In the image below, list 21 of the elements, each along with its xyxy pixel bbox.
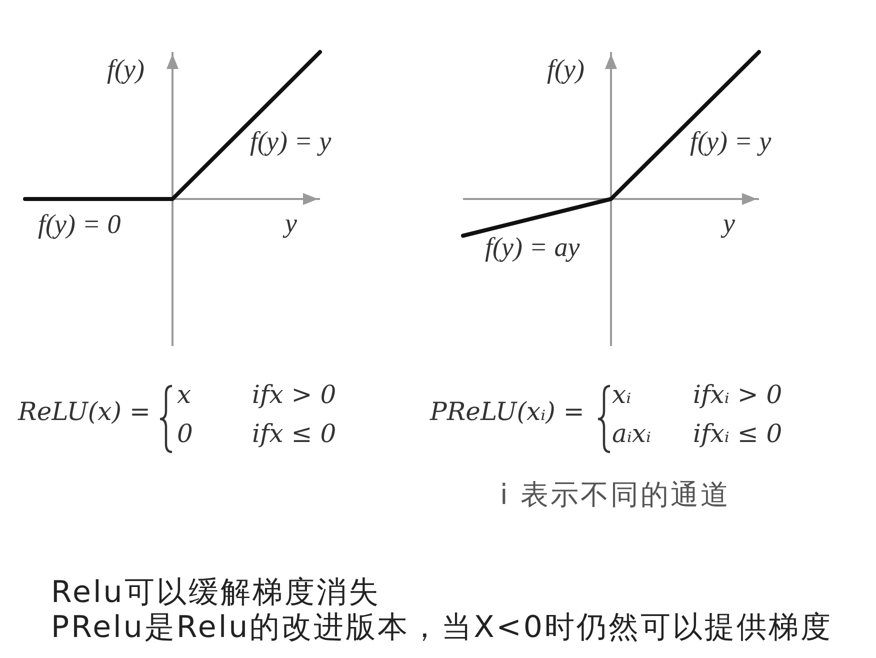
text: i 表示不同的通道 [500, 478, 731, 511]
x-axis-title: y [720, 208, 735, 238]
text: ReLU(x) = [17, 397, 150, 426]
text: x [177, 380, 192, 409]
text: f(y) = 0 [38, 209, 122, 239]
text: aᵢxᵢ [612, 419, 652, 448]
text: ifx ≤ 0 [252, 419, 336, 448]
text: ifxᵢ ≤ 0 [693, 419, 782, 448]
text: ifx > 0 [252, 380, 336, 409]
text: Relu可以缓解梯度消失 [51, 575, 380, 610]
x-axis-title: y [282, 208, 297, 238]
text: PReLU(xᵢ) = [429, 397, 584, 426]
annotation: f(y) = y [250, 126, 332, 156]
annotation: f(y) = y [690, 126, 772, 156]
text: ifxᵢ > 0 [693, 380, 782, 409]
annotation: f(y) = ay [485, 232, 580, 262]
text: 0 [177, 419, 193, 448]
y-axis-title: f(y) [547, 54, 584, 84]
y-axis-title: f(y) [107, 54, 144, 84]
text: PRelu是Relu的改进版本，当X<0时仍然可以提供梯度 [51, 610, 832, 645]
text: xᵢ [612, 380, 632, 409]
